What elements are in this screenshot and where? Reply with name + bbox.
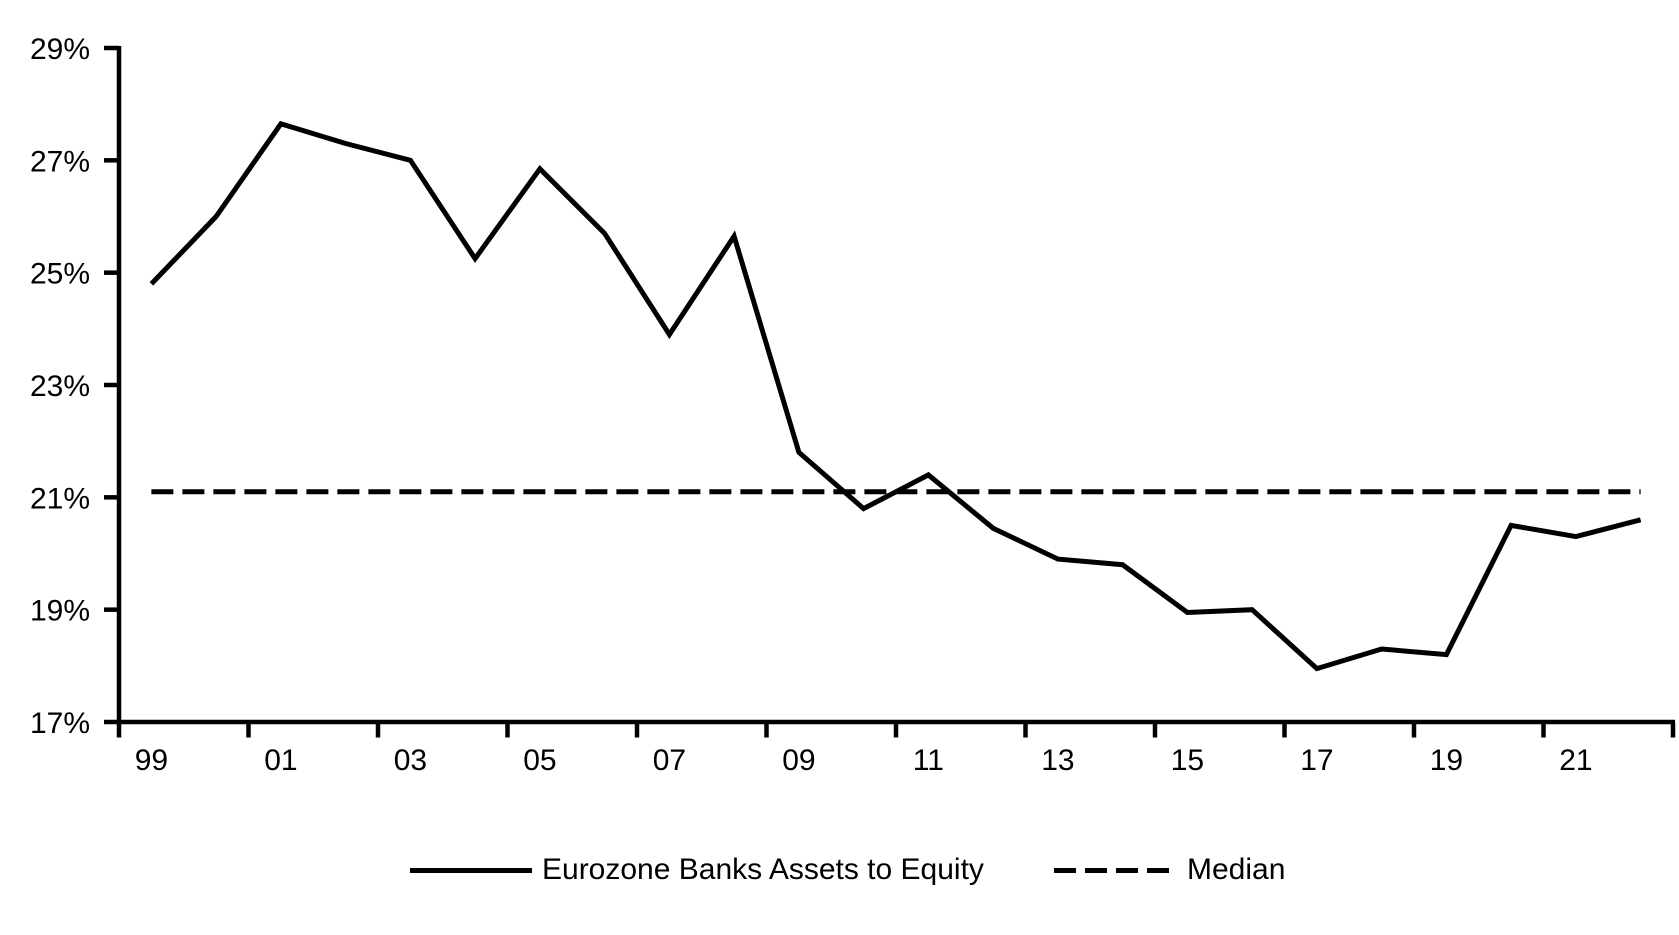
y-tick-label: 23% (30, 370, 90, 403)
x-tick-label: 17 (1300, 744, 1333, 777)
x-tick-label: 09 (782, 744, 815, 777)
y-tick-label: 25% (30, 258, 90, 291)
x-tick-label: 05 (523, 744, 556, 777)
x-tick-label: 11 (913, 744, 944, 777)
y-tick-label: 17% (30, 707, 90, 740)
y-tick-label: 19% (30, 595, 90, 628)
y-tick-label: 27% (30, 145, 90, 178)
series-line (149, 120, 1642, 672)
x-tick-label: 99 (135, 744, 168, 777)
legend-dashed-line-swatch (1054, 868, 1170, 873)
x-tick-label: 01 (264, 744, 297, 777)
x-tick-label: 13 (1041, 744, 1074, 777)
x-tick-label: 21 (1559, 744, 1592, 777)
legend-label-median: Median (1187, 853, 1286, 886)
legend-label-series: Eurozone Banks Assets to Equity (542, 853, 984, 886)
x-tick-label: 19 (1430, 744, 1463, 777)
x-tick-label: 03 (394, 744, 427, 777)
x-tick-label: 15 (1171, 744, 1204, 777)
x-tick-label: 07 (653, 744, 686, 777)
legend-solid-line-swatch (410, 868, 532, 873)
y-tick-label: 21% (30, 482, 90, 515)
y-tick-label: 29% (30, 33, 90, 66)
